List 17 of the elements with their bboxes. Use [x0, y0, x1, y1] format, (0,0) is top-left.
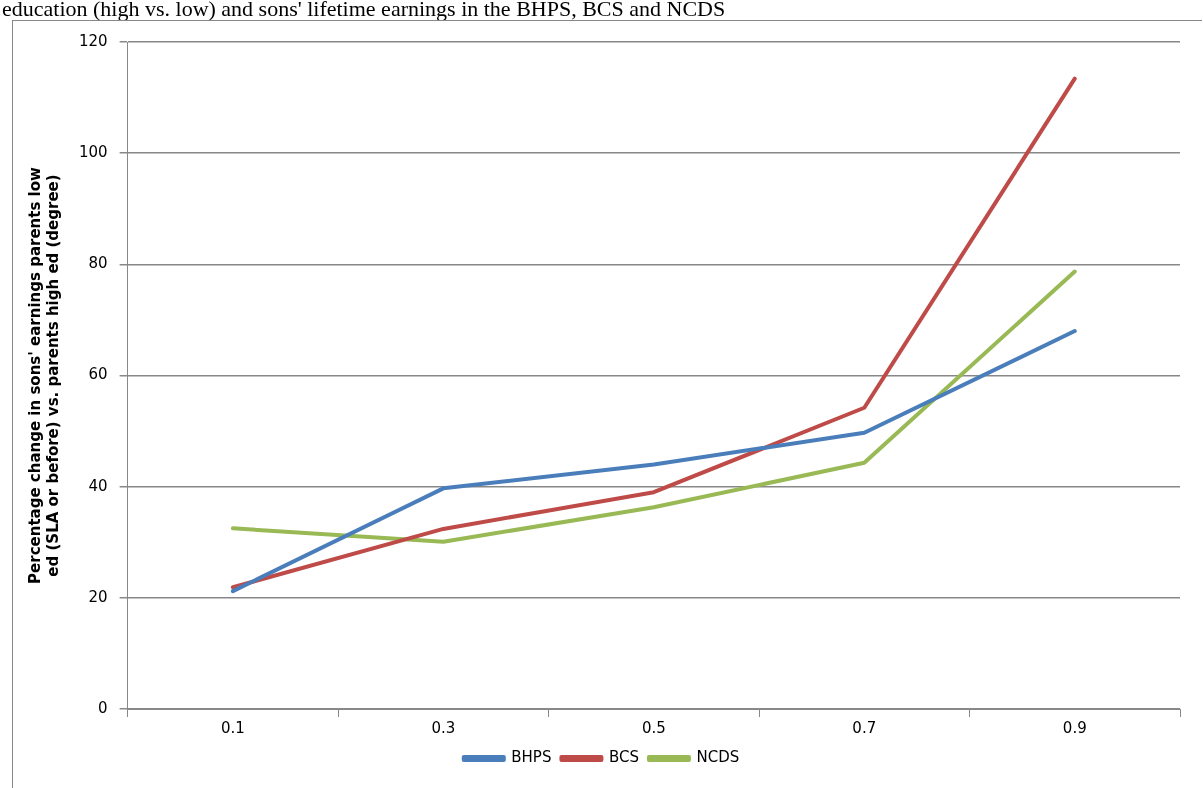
x-tick-label: 0.9 [1062, 718, 1087, 737]
y-tick-label: 20 [88, 587, 108, 606]
legend-label: NCDS [696, 748, 740, 767]
y-tick-label: 120 [78, 31, 108, 50]
y-tick-label: 0 [98, 698, 108, 717]
y-tick-label: 100 [78, 143, 108, 162]
y-axis-title: Percentage change in sons' earnings parents low ed (SLA or before) vs. parents high ed (degree) [25, 166, 62, 584]
y-tick-label: 40 [88, 476, 108, 495]
x-tick-label: 0.3 [431, 718, 456, 737]
x-tick-label: 0.7 [852, 718, 877, 737]
y-tick-label: 80 [88, 254, 108, 273]
x-tick-label: 0.5 [641, 718, 666, 737]
chart-title: education (high vs. low) and sons' lifetime earnings in the BHPS, BCS and NCDS [1, 0, 727, 22]
x-tick-label: 0.1 [220, 718, 245, 737]
legend-label: BHPS [511, 748, 552, 767]
y-tick-label: 60 [88, 365, 108, 384]
legend-label: BCS [608, 748, 639, 767]
